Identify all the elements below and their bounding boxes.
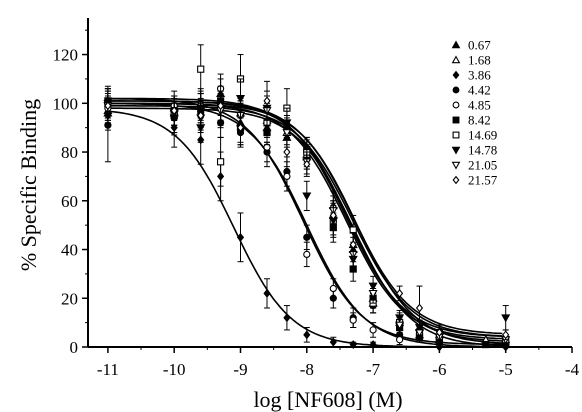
y-tick-label: 20 (61, 289, 78, 308)
x-tick-label: -5 (499, 360, 513, 379)
series-21.57 (104, 80, 510, 341)
legend-label: 3.86 (468, 68, 491, 83)
legend-label: 21.57 (468, 173, 498, 188)
legend-label: 1.68 (468, 53, 491, 68)
legend-label: 8.42 (468, 113, 491, 128)
legend-marker (452, 86, 460, 94)
data-points (103, 44, 511, 352)
legend-label: 14.69 (468, 128, 497, 143)
x-axis-title: log [NF608] (M) (253, 387, 402, 412)
legend-label: 14.78 (468, 143, 497, 158)
series-8.42 (104, 85, 510, 349)
data-point (395, 321, 405, 330)
data-point (170, 106, 178, 116)
legend-marker (451, 146, 461, 155)
data-point (104, 101, 112, 111)
fit-curve-14.69 (107, 97, 503, 337)
data-point (369, 340, 377, 350)
data-point (283, 147, 291, 157)
data-point (302, 192, 312, 201)
data-point (282, 129, 292, 138)
data-point (329, 210, 337, 220)
legend-label: 21.05 (468, 158, 497, 173)
data-point (349, 316, 357, 324)
data-point (501, 314, 511, 323)
legend-marker (452, 131, 460, 139)
x-tick-label: -11 (97, 360, 119, 379)
data-point (263, 288, 271, 298)
y-tick-label: 120 (53, 46, 79, 65)
y-tick-label: 40 (61, 241, 78, 260)
data-point (217, 101, 225, 111)
data-point (396, 288, 404, 298)
data-point (329, 337, 337, 347)
data-point (349, 340, 357, 350)
data-point (303, 250, 311, 259)
legend-label: 4.42 (468, 83, 491, 98)
data-point (263, 96, 271, 106)
legend-marker (452, 70, 460, 80)
data-point (502, 330, 510, 340)
y-tick-label: 100 (53, 94, 79, 113)
legend-marker (452, 101, 460, 109)
x-tick-label: -8 (300, 360, 314, 379)
data-point (216, 158, 225, 166)
x-tick-label: -6 (432, 360, 446, 379)
x-tick-label: -10 (163, 360, 186, 379)
data-point (368, 289, 378, 299)
data-point (283, 172, 291, 181)
series-14.78 (103, 78, 511, 341)
legend-marker (451, 55, 461, 64)
legend: 0.671.683.864.424.858.4214.6914.7821.052… (451, 38, 498, 188)
legend-label: 4.85 (468, 98, 491, 113)
x-tick-label: -4 (565, 360, 580, 379)
data-point (236, 123, 245, 133)
series-1.68 (103, 88, 511, 346)
y-axis-title: % Specific Binding (16, 99, 41, 271)
data-point (415, 303, 424, 313)
y-tick-label: 60 (61, 192, 78, 211)
y-tick-label: 80 (61, 143, 78, 162)
data-point (369, 326, 377, 334)
data-point (235, 94, 246, 104)
data-point (303, 233, 311, 241)
data-point (303, 159, 311, 169)
data-point (197, 65, 205, 73)
x-tick-label: -7 (366, 360, 381, 379)
series-0.67 (103, 78, 511, 348)
axes: 0 20 40 60 80 100 120 -11 -10 -9 -8 -7 -6 -5 -4 (53, 18, 580, 379)
fit-curves (107, 97, 503, 348)
data-point (396, 336, 404, 344)
legend-marker (452, 116, 460, 124)
data-point (303, 330, 311, 340)
y-tick-label: 0 (70, 338, 79, 357)
data-point (482, 340, 490, 349)
legend-label: 0.67 (468, 38, 491, 53)
data-point (197, 111, 205, 120)
series-4.42 (104, 88, 510, 349)
data-point (349, 240, 357, 250)
fit-curve-14.78 (107, 100, 503, 335)
legend-marker (451, 40, 461, 49)
data-point (435, 327, 443, 337)
data-point (283, 313, 291, 323)
data-point (329, 284, 337, 293)
data-point (236, 232, 245, 242)
x-tick-label: -9 (233, 360, 247, 379)
legend-marker (452, 175, 460, 185)
legend-marker (451, 161, 461, 170)
